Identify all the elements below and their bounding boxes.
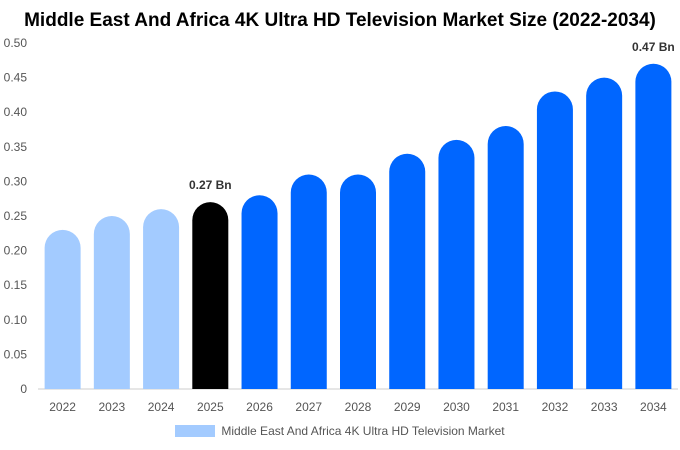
x-tick-label: 2023 bbox=[98, 400, 125, 414]
y-tick-label: 0.20 bbox=[4, 244, 28, 258]
bar-2023 bbox=[93, 216, 130, 389]
y-tick-label: 0.30 bbox=[4, 174, 28, 188]
x-tick-label: 2025 bbox=[197, 400, 224, 414]
y-tick-label: 0 bbox=[20, 382, 27, 396]
bar-2033 bbox=[586, 77, 623, 389]
x-tick-label: 2031 bbox=[492, 400, 519, 414]
x-tick-label: 2022 bbox=[49, 400, 76, 414]
y-tick-label: 0.25 bbox=[4, 209, 28, 223]
bar-2028 bbox=[340, 174, 376, 389]
x-tick-label: 2026 bbox=[246, 400, 273, 414]
y-tick-label: 0.05 bbox=[4, 347, 28, 361]
y-tick-label: 0.10 bbox=[4, 313, 28, 327]
x-tick-label: 2024 bbox=[148, 400, 175, 414]
bar-2025 bbox=[192, 202, 229, 389]
y-tick-label: 0.35 bbox=[4, 140, 28, 154]
bar-2032 bbox=[536, 91, 573, 390]
x-tick-label: 2028 bbox=[345, 400, 372, 414]
bar-2024 bbox=[143, 209, 180, 389]
x-tick-label: 2029 bbox=[394, 400, 421, 414]
y-tick-label: 0.45 bbox=[4, 71, 28, 85]
x-tick-label: 2033 bbox=[591, 400, 618, 414]
legend-label: Middle East And Africa 4K Ultra HD Telev… bbox=[221, 424, 505, 438]
bar-2026 bbox=[241, 195, 278, 389]
y-tick-label: 0.15 bbox=[4, 278, 28, 292]
legend-swatch bbox=[175, 425, 216, 437]
bar-2027 bbox=[290, 174, 327, 389]
y-tick-label: 0.50 bbox=[4, 36, 28, 50]
x-tick-label: 2032 bbox=[542, 400, 569, 414]
bar-2031 bbox=[487, 126, 524, 390]
bar-2030 bbox=[438, 139, 475, 389]
data-label-2034: 0.47 Bn bbox=[632, 40, 675, 54]
bar-2034 bbox=[635, 63, 672, 389]
data-label-2025: 0.27 Bn bbox=[189, 178, 232, 192]
bar-2022 bbox=[44, 229, 81, 389]
x-tick-label: 2034 bbox=[640, 400, 667, 414]
legend: Middle East And Africa 4K Ultra HD Telev… bbox=[0, 424, 680, 438]
x-tick-label: 2027 bbox=[295, 400, 322, 414]
bar-2029 bbox=[389, 153, 426, 389]
y-tick-label: 0.40 bbox=[4, 105, 28, 119]
chart-title: Middle East And Africa 4K Ultra HD Telev… bbox=[24, 10, 656, 31]
x-tick-label: 2030 bbox=[443, 400, 470, 414]
